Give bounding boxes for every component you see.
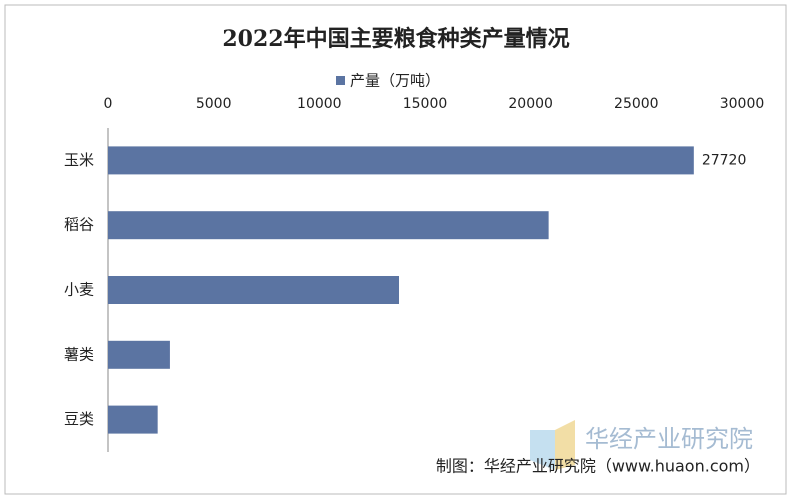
x-tick-label: 25000 xyxy=(614,96,659,112)
x-tick-label: 10000 xyxy=(297,96,342,112)
y-tick-label: 小麦 xyxy=(64,281,94,299)
chart-title: 2022年中国主要粮食种类产量情况 xyxy=(222,26,569,52)
watermark-text: 华经产业研究院 xyxy=(585,425,753,453)
y-tick-label: 薯类 xyxy=(64,345,94,363)
y-tick-label: 玉米 xyxy=(64,151,94,169)
x-tick-label: 15000 xyxy=(403,96,448,112)
bar xyxy=(108,340,170,369)
bar xyxy=(108,211,549,240)
bar xyxy=(108,146,694,175)
value-label: 27720 xyxy=(702,152,747,168)
bar xyxy=(108,276,400,304)
x-tick-label: 0 xyxy=(104,96,113,112)
y-tick-label: 稻谷 xyxy=(64,216,94,234)
legend-swatch xyxy=(336,76,345,85)
watermark: 华经产业研究院 xyxy=(530,420,753,470)
bar xyxy=(108,405,158,434)
legend-label: 产量（万吨） xyxy=(350,72,440,90)
x-tick-label: 5000 xyxy=(196,96,232,112)
source-note: 制图：华经产业研究院（www.huaon.com） xyxy=(436,457,760,476)
y-tick-label: 豆类 xyxy=(64,410,94,428)
x-tick-label: 30000 xyxy=(720,96,765,112)
x-tick-label: 20000 xyxy=(508,96,553,112)
